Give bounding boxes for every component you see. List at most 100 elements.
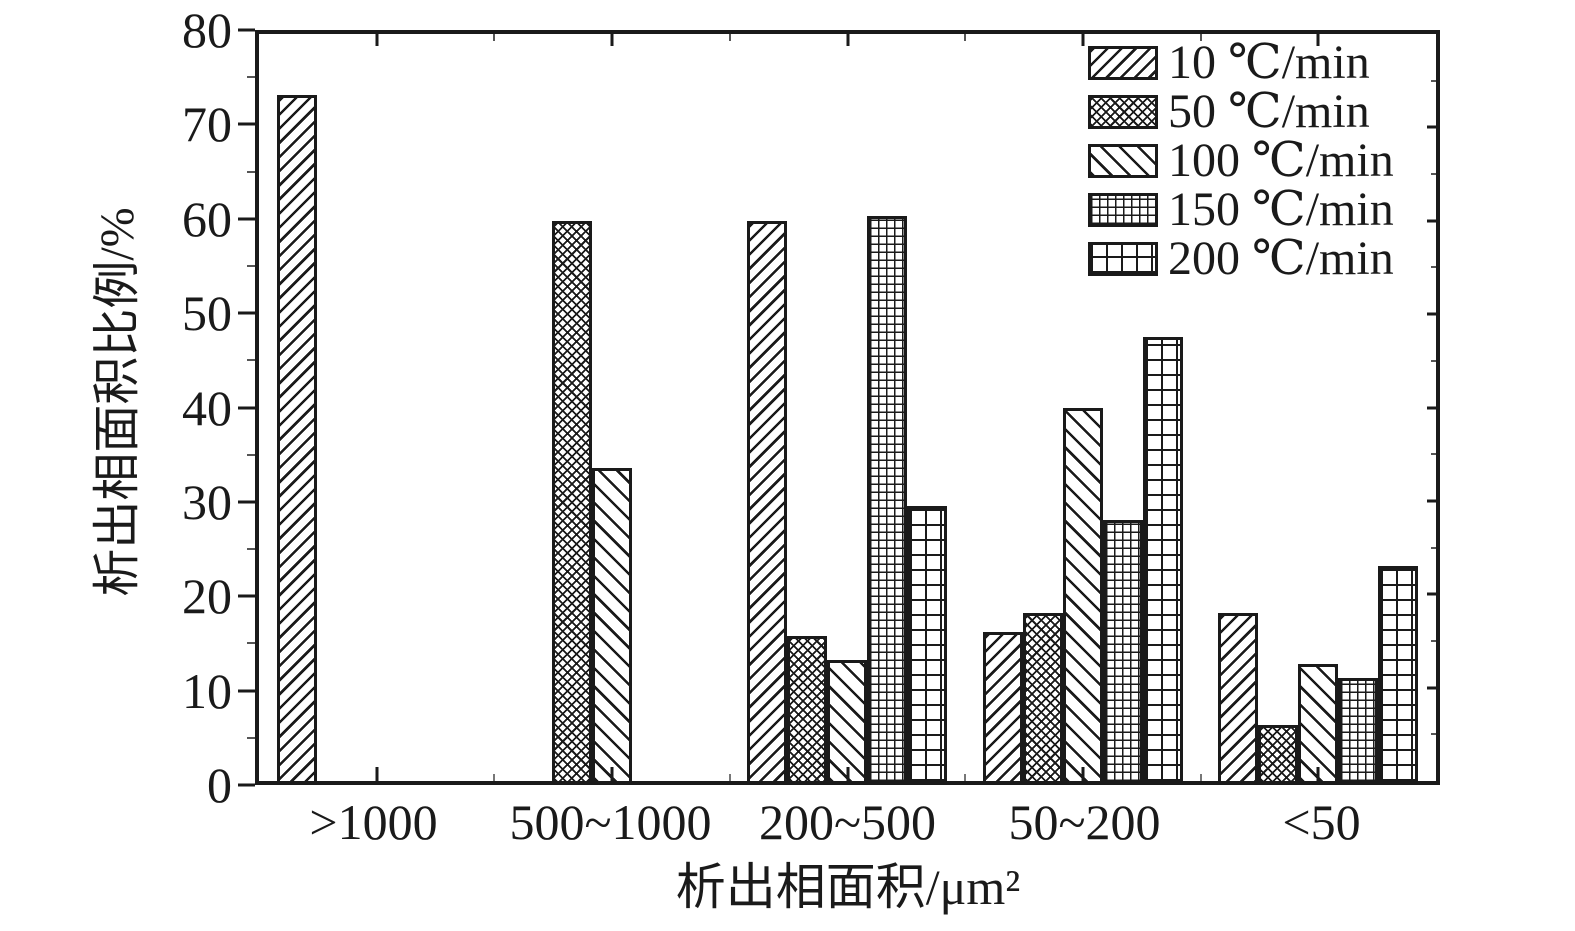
y-minor-tick [247, 170, 255, 173]
legend: 10 ℃/min 50 ℃/min 100 ℃/min 150 ℃/min 200 ℃/… [1088, 38, 1394, 282]
y-major-tick [238, 122, 255, 126]
y-axis-left-ticks [205, 28, 255, 787]
legend-label: 150 ℃/min [1168, 182, 1394, 236]
y-tick-label: 0 [207, 757, 232, 813]
bar-slot [1022, 34, 1063, 781]
y-right-minor-tick [1431, 453, 1436, 456]
x-top-tick [375, 34, 379, 46]
bar-slot [357, 34, 397, 781]
bar-slot [1378, 34, 1419, 781]
bar-slot [1338, 34, 1379, 781]
bar-slot [317, 34, 357, 781]
bar-group-4 [982, 34, 1183, 781]
legend-item: 200 ℃/min [1088, 234, 1394, 282]
y-right-tick [1427, 406, 1436, 409]
bar-series2-cat4 [1022, 612, 1063, 781]
x-top-tick [846, 34, 849, 46]
y-major-tick [238, 406, 255, 409]
x-tick-label: 500~1000 [509, 794, 712, 850]
bar-slot [512, 34, 552, 781]
x-tick-label: 200~500 [758, 794, 937, 850]
bars-layer [259, 34, 1436, 781]
x-axis-title: 析出相面积/μm² [675, 859, 1021, 915]
x-top-tick [1081, 34, 1085, 46]
x-tick-label: >1000 [309, 794, 438, 850]
y-major-tick [238, 28, 255, 32]
legend-label: 200 ℃/min [1168, 231, 1394, 285]
legend-swatch-crosshatch-dense [1088, 94, 1158, 129]
x-bottom-tick [1199, 774, 1202, 781]
y-right-tick [1427, 219, 1436, 223]
bar-series2-cat3 [787, 636, 828, 781]
bar-series3-cat5 [1298, 664, 1339, 781]
x-top-tick [493, 34, 496, 41]
x-axis-tick-labels: >1000 500~1000 200~500 50~200 <50 [255, 797, 1440, 852]
x-bottom-tick [493, 774, 496, 781]
x-bottom-tick [846, 767, 849, 781]
x-bottom-tick [375, 767, 379, 781]
bar-slot [1142, 34, 1183, 781]
bar-series5-cat3 [907, 505, 948, 781]
y-major-tick [238, 500, 255, 504]
x-bottom-tick [964, 774, 967, 781]
bar-slot [437, 34, 477, 781]
y-axis-tick-labels: 0 10 20 30 40 50 60 70 80 [0, 5, 238, 810]
bar-slot [592, 34, 633, 781]
bar-slot [982, 34, 1023, 781]
y-tick-label: 40 [182, 379, 232, 436]
legend-swatch-grid-fine [1088, 192, 1158, 227]
legend-item: 150 ℃/min [1088, 185, 1394, 233]
bar-slot [1062, 34, 1103, 781]
y-right-tick [1427, 312, 1436, 316]
x-top-tick [610, 34, 614, 46]
y-minor-tick [247, 453, 255, 456]
y-right-minor-tick [1431, 79, 1436, 82]
y-tick-label: 10 [182, 662, 232, 719]
legend-swatch-diag-backward [1088, 143, 1158, 178]
y-right-minor-tick [1431, 546, 1436, 549]
y-right-minor-tick [1431, 173, 1436, 176]
bar-slot [1102, 34, 1143, 781]
y-right-minor-tick [1431, 639, 1436, 642]
bar-slot [1218, 34, 1259, 781]
y-major-tick [238, 594, 255, 598]
bar-series1-cat3 [747, 220, 788, 781]
bar-slot [1258, 34, 1299, 781]
y-tick-label: 30 [182, 473, 232, 530]
y-right-tick [1427, 125, 1436, 129]
bar-series4-cat4 [1102, 519, 1143, 781]
legend-item: 10 ℃/min [1088, 38, 1394, 86]
y-tick-label: 20 [182, 568, 232, 625]
y-right-tick [1427, 592, 1436, 596]
bar-slot [672, 34, 712, 781]
x-top-tick [964, 34, 967, 41]
bar-slot [552, 34, 593, 781]
y-right-tick [1427, 686, 1436, 690]
plot-area: 10 ℃/min 50 ℃/min 100 ℃/min 150 ℃/min 200 ℃/… [255, 30, 1440, 785]
y-right-tick [1427, 499, 1436, 503]
bar-slot [397, 34, 437, 781]
x-bottom-tick [728, 774, 731, 781]
bar-series3-cat4 [1062, 407, 1103, 781]
y-major-tick [238, 783, 255, 787]
y-major-tick [238, 689, 255, 693]
bar-series4-cat3 [867, 216, 908, 781]
bar-slot [867, 34, 908, 781]
legend-swatch-grid-coarse [1088, 241, 1158, 276]
legend-item: 100 ℃/min [1088, 136, 1394, 184]
x-bottom-tick [1316, 767, 1320, 781]
bar-series1-cat1 [276, 94, 317, 781]
x-tick-label: <50 [1282, 794, 1361, 850]
bar-slot [827, 34, 868, 781]
bar-slot [907, 34, 948, 781]
bar-slot [787, 34, 828, 781]
bar-series2-cat5 [1258, 724, 1299, 781]
bar-series1-cat5 [1218, 612, 1259, 781]
legend-label: 50 ℃/min [1168, 84, 1370, 138]
bar-series2-cat2 [552, 220, 593, 781]
y-minor-tick [247, 76, 255, 79]
bar-group-2 [512, 34, 712, 781]
x-top-tick [728, 34, 731, 41]
legend-label: 100 ℃/min [1168, 133, 1394, 187]
